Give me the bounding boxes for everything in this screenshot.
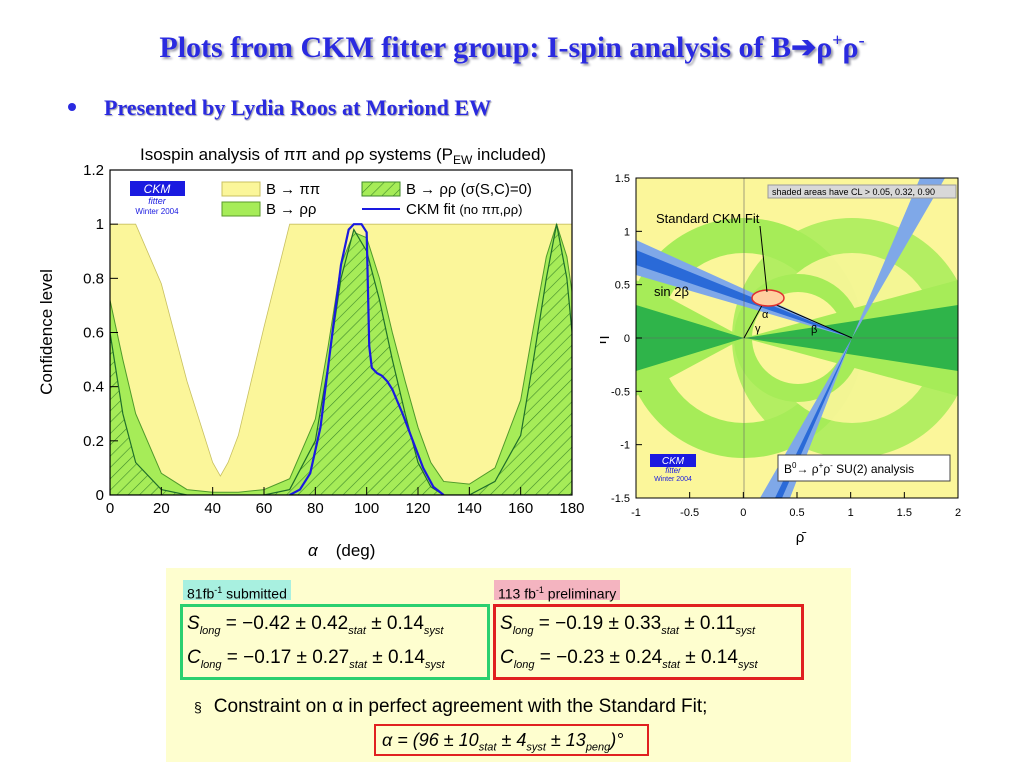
left-xlabel: α (deg) [308,541,375,560]
rho-eta-plane-plot: -1 -0.5 0 0.5 1 1.5 2-1.5-1-0.500.511.5 shaded… [600,173,961,546]
left-axis-ticks: 0 20 40 60 80 100 120 140 160 180 0 0.2 0.4 0.6 0.8 1 1.… [83,162,584,517]
ry-tick-label: -1.5 [611,493,630,505]
beta-label: β [811,324,817,336]
presenter-bullet: Presented by Lydia Roos at Moriond EW [68,95,491,121]
right-xlabel: ρ̄ [796,529,807,546]
series-rhorho-hatched-area [110,224,572,495]
x-tick-label: 140 [457,500,482,517]
left-legend: CKM fitter Winter 2004 B → ππ B → ρρ B →… [130,181,532,218]
ry-tick-label: 1.5 [615,173,630,185]
shaded-note-box [767,184,957,199]
legend-swatch-hatched [361,181,401,197]
left-ylabel: Confidence level [37,269,56,395]
left-plot-title: Isospin analysis of ππ and ρρ systems (P… [140,145,546,167]
standard-fit-label: Standard CKM Fit [656,211,760,226]
rx-tick-label: 0 [740,507,746,519]
preliminary-results-box: Slong = −0.19 ± 0.33stat ± 0.11syst Clon… [493,604,804,680]
y-tick-label: 0.4 [83,379,104,396]
constraint-note: § Constraint on α in perfect agreement wi… [194,696,708,717]
legend-label-pipi: B → ππ [266,181,320,198]
ry-tick-label: -0.5 [611,386,630,398]
ry-tick-label: 0.5 [615,280,630,292]
x-tick-label: 120 [405,500,430,517]
x-tick-label: 40 [204,500,221,517]
sin2beta-label: sin 2β [654,284,689,299]
ckm-logo-text: CKM [144,182,171,196]
ry-tick-label: 0 [624,333,630,345]
s-long-preliminary: Slong = −0.19 ± 0.33stat ± 0.11syst [500,613,756,637]
analysis-box [777,454,951,482]
slide-title: Plots from CKM fitter group: I-spin anal… [159,30,865,64]
y-tick-label: 0 [96,487,104,504]
ckm-logo-text3: Winter 2004 [135,207,179,216]
y-tick-label: 1 [96,216,104,233]
x-tick-label: 160 [508,500,533,517]
ry-tick-label: 1 [624,226,630,238]
analysis-label: B0→ ρ+ρ- SU(2) analysis [784,461,914,476]
rx-tick-label: 1 [848,507,854,519]
standard-fit-pointer [759,225,768,293]
left-plot-area [110,222,572,495]
y-tick-label: 1.2 [83,162,104,179]
x-tick-label: 180 [559,500,584,517]
rho-eta-plane-area [636,178,958,498]
legend-label-ckm: CKM fit (no ππ,ρρ) [406,201,522,218]
shaded-note: shaded areas have CL > 0.05, 0.32, 0.90 [772,187,935,197]
submitted-results-box: Slong = −0.42 ± 0.42stat ± 0.14syst Clon… [180,604,490,680]
y-tick-label: 0.2 [83,433,104,450]
gamma-label: γ [755,323,761,335]
c-long-preliminary: Clong = −0.23 ± 0.24stat ± 0.14syst [500,647,758,671]
x-tick-label: 0 [106,500,114,517]
rx-tick-label: 1.5 [897,507,912,519]
x-tick-label: 20 [153,500,170,517]
legend-label-hatched: B → ρρ (σ(S,C)=0) [406,181,532,198]
ckm-logo-right-text2: fitter [665,466,681,475]
alpha-label: α [762,309,769,321]
ckm-logo-right-text: CKM [662,456,685,467]
isospin-cl-plot: Isospin analysis of ππ and ρρ systems (P… [37,145,585,560]
legend-swatch-pipi [221,181,261,197]
s-long-submitted: Slong = −0.42 ± 0.42stat ± 0.14syst [187,613,444,637]
series-ckm-fit-line [289,223,445,495]
x-tick-label: 80 [307,500,324,517]
rx-tick-label: -0.5 [680,507,699,519]
c-long-submitted: Clong = −0.17 ± 0.27stat ± 0.14syst [187,647,445,671]
bullet-dot [68,102,76,111]
rx-tick-label: 2 [955,507,961,519]
ry-tick-label: -1 [620,440,630,452]
rx-tick-label: 0.5 [789,507,804,519]
ckm-logo-text2: fitter [148,196,167,206]
ckm-logo-left [130,181,185,196]
results-panel: 81fb-1 submitted 113 fb-1 preliminary Sl… [166,568,851,762]
ckm-logo-right-text3: Winter 2004 [654,476,692,483]
legend-swatch-rhorho [221,201,261,217]
ckm-logo-right [650,454,696,467]
x-tick-label: 100 [354,500,379,517]
rx-tick-label: -1 [631,507,641,519]
x-tick-label: 60 [256,500,273,517]
preliminary-tag: 113 fb-1 preliminary [494,580,621,602]
y-tick-label: 0.8 [83,270,104,287]
submitted-tag: 81fb-1 submitted [183,580,291,602]
alpha-result: α = (96 ± 10stat ± 4syst ± 13peng)° [374,724,649,756]
legend-label-rhorho: B → ρρ [266,201,316,218]
right-ylabel: η̄ [600,334,610,344]
right-axis-ticks: -1 -0.5 0 0.5 1 1.5 2-1.5-1-0.500.511.5 [611,173,961,519]
y-tick-label: 0.6 [83,325,104,342]
